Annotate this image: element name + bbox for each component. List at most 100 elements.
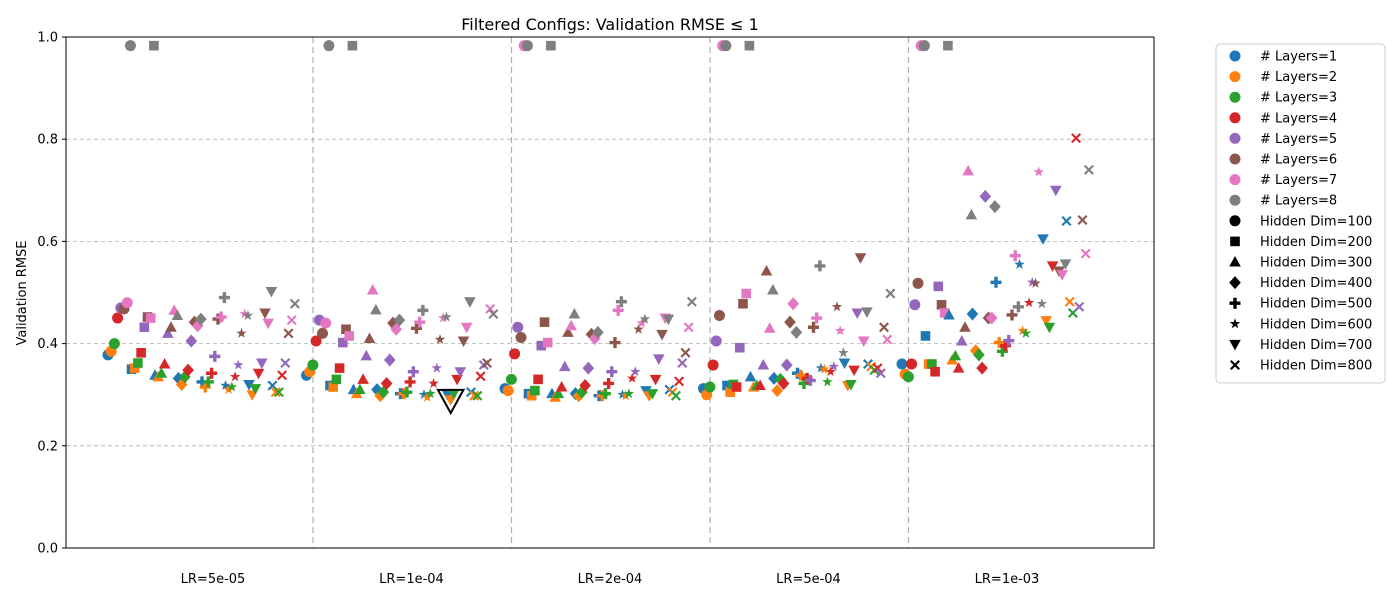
- grid-lines: [66, 138, 1154, 447]
- data-point: [1023, 297, 1035, 308]
- data-point: [792, 367, 803, 379]
- data-point: [366, 283, 379, 295]
- data-point: [906, 358, 918, 370]
- legend: # Layers=1 # Layers=2 # Layers=3 # Layers=4…: [1215, 43, 1386, 384]
- legend-marker: [1229, 91, 1241, 103]
- data-point: [404, 376, 416, 388]
- data-point: [475, 371, 486, 382]
- data-point: [996, 345, 1008, 357]
- data-point: [243, 379, 255, 391]
- data-point: [454, 367, 467, 378]
- data-point: [239, 308, 250, 319]
- data-point: [129, 363, 140, 373]
- data-point: [882, 334, 893, 345]
- data-point: [485, 303, 496, 314]
- data-point: [603, 377, 615, 389]
- data-point: [182, 363, 194, 377]
- data-point: [448, 389, 460, 400]
- data-point: [425, 388, 436, 399]
- data-point: [457, 336, 470, 348]
- data-point: [885, 288, 896, 299]
- data-point: [927, 359, 937, 369]
- data-point: [704, 381, 716, 393]
- data-point: [357, 373, 369, 384]
- data-point: [845, 379, 857, 391]
- data-point: [1080, 248, 1091, 259]
- legend-marker: [1229, 132, 1241, 144]
- data-point: [1037, 234, 1049, 245]
- y-tick-label: 0.6: [37, 235, 58, 250]
- data-point: [546, 40, 556, 51]
- y-tick-label: 0.2: [37, 439, 58, 454]
- data-point: [920, 331, 931, 341]
- data-point: [649, 374, 662, 386]
- data-point: [918, 40, 930, 52]
- data-point: [283, 328, 294, 339]
- data-point: [502, 385, 514, 397]
- data-point: [714, 309, 725, 321]
- legend-label: # Layers=4: [1260, 111, 1337, 126]
- data-point: [838, 358, 851, 370]
- legend-label: # Layers=2: [1260, 70, 1337, 85]
- data-point: [401, 386, 413, 398]
- legend-marker: [1229, 256, 1241, 267]
- data-point: [1074, 301, 1085, 312]
- data-point: [838, 347, 849, 358]
- legend-label: # Layers=1: [1260, 50, 1337, 65]
- data-point: [1071, 133, 1082, 144]
- data-point: [707, 359, 719, 371]
- x-group-label: LR=1e-03: [975, 572, 1040, 587]
- data-point: [414, 316, 426, 328]
- x-group-label: LR=5e-04: [776, 572, 841, 587]
- data-point: [338, 337, 348, 348]
- data-point: [437, 312, 449, 323]
- data-point: [962, 164, 974, 176]
- x-group-labels: LR=5e-05 LR=1e-04 LR=2e-04 LR=5e-04 LR=1e-03: [181, 572, 1040, 587]
- legend-marker: [1229, 112, 1241, 124]
- y-axis-ticks: 0.0 0.2 0.4 0.6 0.8 1.0: [37, 31, 66, 557]
- data-point: [536, 340, 547, 351]
- data-point: [825, 366, 836, 377]
- data-point: [1020, 327, 1032, 338]
- data-point: [615, 296, 627, 308]
- data-point: [620, 390, 631, 401]
- data-point: [223, 384, 234, 395]
- data-point: [606, 366, 618, 378]
- data-point: [417, 304, 429, 316]
- data-point: [653, 354, 665, 365]
- legend-label: # Layers=3: [1260, 91, 1337, 106]
- data-point: [562, 326, 574, 337]
- data-point: [133, 358, 143, 368]
- data-point: [233, 359, 244, 370]
- data-point: [896, 358, 908, 370]
- data-point: [760, 265, 773, 276]
- data-point: [989, 200, 1001, 214]
- data-point: [226, 381, 238, 392]
- data-point: [191, 319, 204, 333]
- data-point: [677, 358, 688, 369]
- data-point: [822, 376, 833, 387]
- data-point: [1061, 215, 1072, 226]
- data-point: [720, 40, 732, 52]
- data-point: [609, 337, 621, 349]
- data-point: [124, 40, 136, 52]
- data-point: [431, 362, 443, 373]
- data-point: [592, 325, 604, 339]
- data-point: [139, 322, 150, 333]
- data-point: [509, 348, 521, 360]
- data-point: [949, 349, 962, 361]
- data-point: [262, 318, 274, 330]
- data-point: [1046, 261, 1059, 272]
- data-point: [280, 358, 291, 369]
- data-point: [469, 390, 480, 401]
- data-point: [175, 377, 188, 391]
- data-point: [1056, 270, 1068, 281]
- data-point: [801, 372, 813, 384]
- data-point: [744, 370, 757, 382]
- data-point: [533, 374, 543, 385]
- data-point: [209, 350, 221, 362]
- data-point: [1033, 166, 1044, 177]
- legend-marker: [1230, 236, 1240, 247]
- data-point: [354, 383, 366, 395]
